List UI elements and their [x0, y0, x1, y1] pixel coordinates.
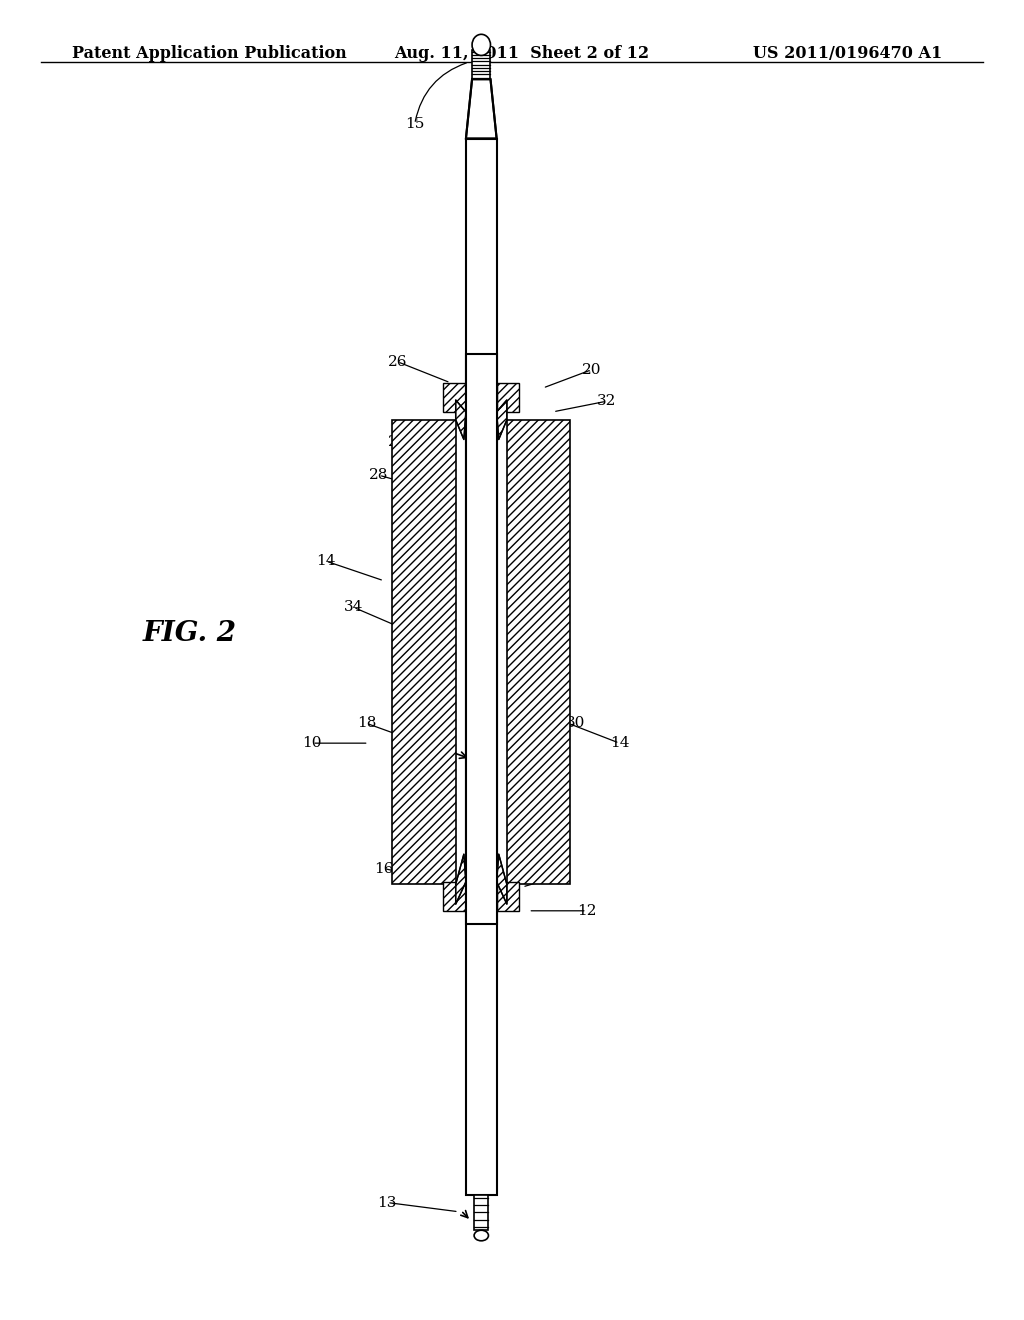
Bar	[507, 420, 570, 884]
Text: 15: 15	[406, 117, 424, 131]
Polygon shape	[497, 854, 507, 904]
Bar	[497, 383, 519, 412]
Bar	[466, 354, 497, 924]
Bar	[474, 1195, 488, 1230]
Text: 30: 30	[566, 717, 585, 730]
Polygon shape	[456, 400, 466, 440]
Text: 14: 14	[315, 554, 336, 568]
Text: 24: 24	[548, 870, 568, 883]
Polygon shape	[456, 854, 466, 904]
Bar	[472, 50, 490, 79]
Ellipse shape	[472, 34, 490, 55]
Text: 10: 10	[302, 737, 323, 750]
Text: 34: 34	[344, 601, 362, 614]
Text: 18: 18	[357, 717, 376, 730]
Bar	[497, 882, 519, 911]
Text: Aug. 11, 2011  Sheet 2 of 12: Aug. 11, 2011 Sheet 2 of 12	[394, 45, 649, 62]
Bar	[443, 383, 466, 412]
Polygon shape	[466, 79, 497, 139]
Text: 26: 26	[387, 355, 408, 368]
Bar	[392, 420, 456, 884]
Text: 32: 32	[597, 395, 615, 408]
Text: 14: 14	[609, 737, 630, 750]
Ellipse shape	[474, 1230, 488, 1241]
Text: FIG. 2: FIG. 2	[142, 620, 237, 647]
Polygon shape	[497, 400, 507, 440]
Bar	[443, 882, 466, 911]
Text: 28: 28	[370, 469, 388, 482]
Text: 20: 20	[582, 363, 602, 376]
Text: 22: 22	[387, 436, 408, 449]
Text: US 2011/0196470 A1: US 2011/0196470 A1	[753, 45, 942, 62]
Text: 16: 16	[374, 862, 394, 875]
Text: 13: 13	[378, 1196, 396, 1209]
Text: Patent Application Publication: Patent Application Publication	[72, 45, 346, 62]
Bar	[466, 139, 497, 1195]
Text: 12: 12	[577, 904, 597, 917]
